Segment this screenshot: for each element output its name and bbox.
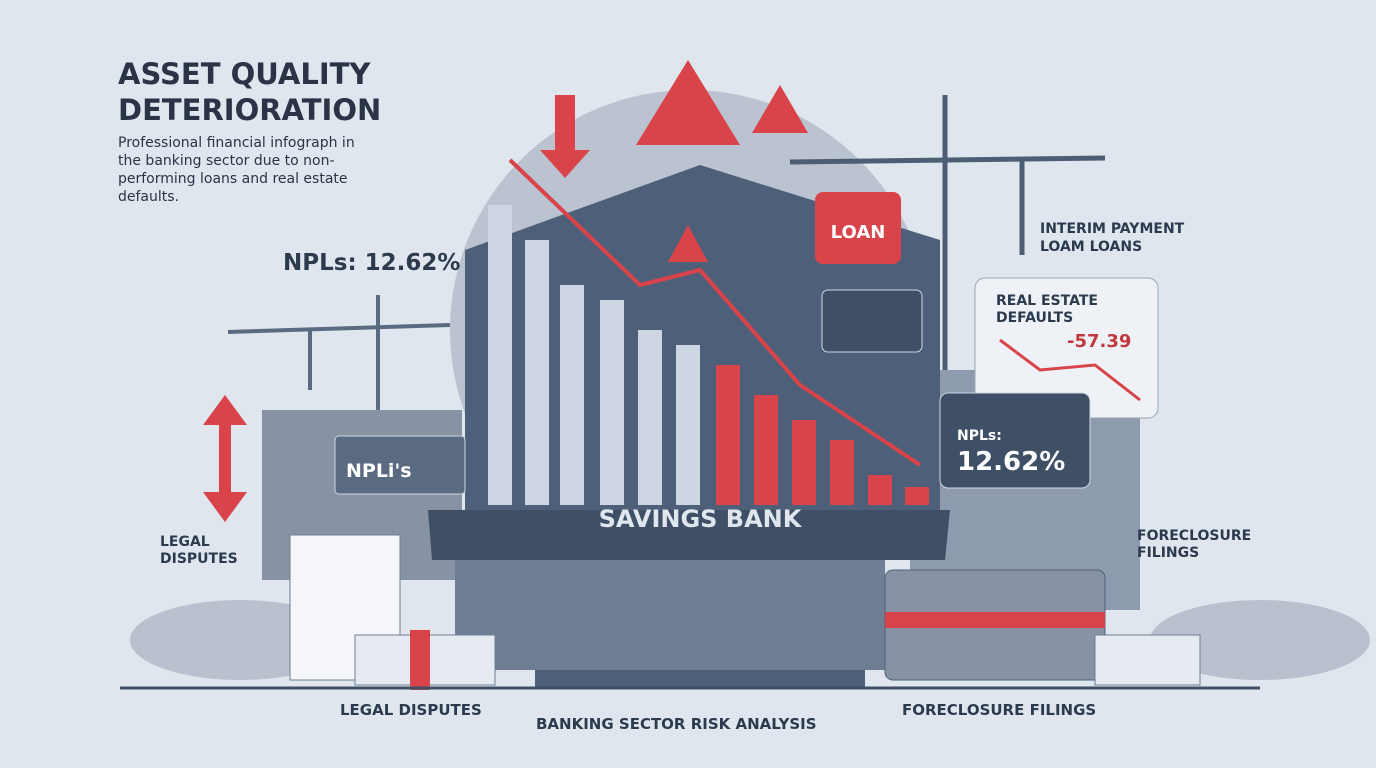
ribbon [410,630,430,690]
legal-label: LEGAL DISPUTES [160,534,238,567]
updown-arrow [203,492,247,522]
cloud [1150,600,1370,680]
title: ASSET QUALITY DETERIORATION [118,57,382,127]
steps [535,670,865,688]
bank-name: SAVINGS BANK [598,505,802,533]
down-arrow [540,150,590,178]
bank-base [455,560,885,670]
npl-sign-label: NPLi's [346,460,412,482]
npl-sign [334,435,466,495]
footer-right: FORECLOSURE FILINGS [902,701,1097,719]
subtitle: Professional financial infograph in the … [118,135,355,205]
updown-arrow [203,395,247,425]
real-estate-label: REAL ESTATE DEFAULTS [996,293,1098,326]
footer-center: BANKING SECTOR RISK ANALYSIS [536,715,817,733]
re-arrow [999,338,1141,402]
updown-arrow [219,420,231,498]
bars-red [716,365,929,505]
warning [668,225,708,262]
npl-window [939,392,1091,489]
ribbon [885,612,1105,628]
down-arrow [555,95,575,155]
warning [752,85,808,133]
real-estate-value: -57.39 [1067,331,1132,352]
crane-right [789,95,1106,370]
interim-label: INTERIM PAYMENT LOAM LOANS [1040,221,1185,255]
bars-light [488,205,700,505]
paper-stack [1094,634,1201,686]
footer-left: LEGAL DISPUTES [340,701,482,719]
foreclosure-label: FORECLOSURE FILINGS [1137,528,1252,561]
npl-window-value: 12.62% [957,447,1066,477]
chart-card [821,289,923,353]
warning [636,60,740,145]
loan-label: LOAN [830,222,886,243]
loan-sign [815,192,901,264]
npl-callout: NPLs: 12.62% [283,250,461,276]
npl-window-label: NPLs: [957,428,1002,444]
trend-arrow [508,158,922,467]
bank-sign [428,510,950,560]
